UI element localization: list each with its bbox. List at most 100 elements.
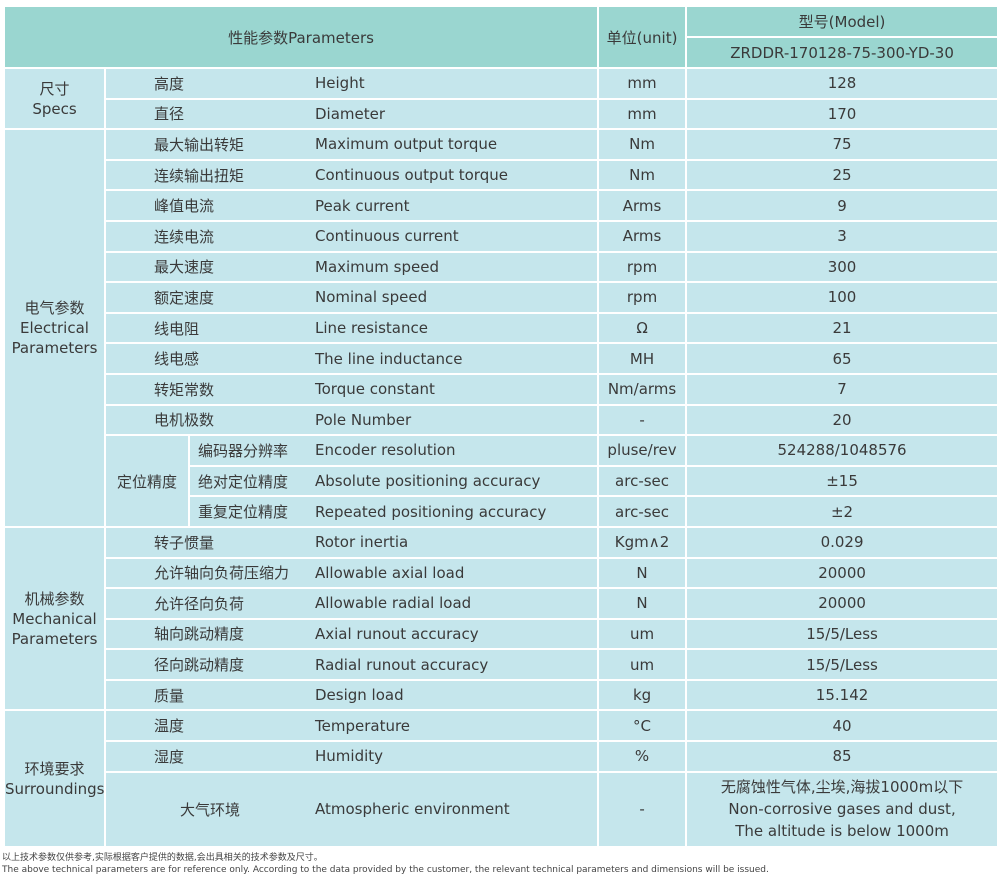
param-value: 300 [685,250,999,284]
footnote-zh: 以上技术参数仅供参考,实际根据客户提供的数据,会出具相关的技术参数及尺寸。 [2,853,323,863]
param-zh: 直径 [104,97,311,131]
spec-table: 性能参数Parameters 单位(unit) 型号(Model) ZRDDR-… [2,5,999,848]
header-model-label: 型号(Model) [685,5,999,38]
param-zh: 最大速度 [104,250,311,284]
param-unit: Nm [597,158,688,192]
param-unit: pluse/rev [597,434,688,467]
param-value: 170 [685,97,999,131]
param-unit: N [597,587,688,620]
param-en: Torque constant [311,372,600,406]
param-unit: rpm [597,250,688,284]
table-row: 允许径向负荷 Allowable radial load N 20000 [4,587,999,620]
param-zh: 最大输出转矩 [104,128,311,161]
param-en: Rotor inertia [311,525,600,559]
param-value: 20 [685,403,999,437]
param-zh: 转子惯量 [104,525,311,559]
param-en: Allowable axial load [311,556,600,590]
param-zh: 电机极数 [104,403,311,437]
param-zh: 编码器分辨率 [188,434,311,467]
param-value: ±2 [685,495,999,528]
table-row: 连续输出扭矩 Continuous output torque Nm 25 [4,158,999,192]
table-row: 额定速度 Nominal speed rpm 100 [4,281,999,314]
param-zh: 转矩常数 [104,372,311,406]
param-zh: 径向跳动精度 [104,648,311,681]
param-unit: Nm/arms [597,372,688,406]
param-en: Encoder resolution [311,434,600,467]
group-specs: 尺寸 Specs [3,66,106,131]
param-zh: 允许径向负荷 [104,587,311,620]
param-zh: 湿度 [104,740,311,773]
param-value: 0.029 [685,525,999,559]
param-value: 20000 [685,587,999,620]
param-unit: arc-sec [597,464,688,498]
table-row: 绝对定位精度 Absolute positioning accuracy arc-s… [4,464,999,498]
param-en: Radial runout accuracy [311,648,600,681]
param-unit: Nm [597,128,688,161]
param-zh: 峰值电流 [104,189,311,222]
param-value: 9 [685,189,999,222]
param-value: 85 [685,740,999,773]
param-value: 75 [685,128,999,161]
table-row: 机械参数 Mechanical Parameters 转子惯量 Rotor iner… [3,525,999,712]
param-zh: 温度 [104,709,311,743]
param-unit: mm [597,67,688,100]
param-unit: Arms [597,189,688,222]
table-row: 电机极数 Pole Number -20 [4,403,999,437]
param-en: Maximum output torque [311,128,600,161]
param-unit: rpm [597,281,688,314]
param-value: 20000 [685,556,999,590]
param-zh: 额定速度 [104,281,311,314]
param-en: Continuous current [311,219,600,253]
param-zh: 连续电流 [104,219,311,253]
param-zh: 线电感 [104,342,311,375]
param-unit: Kgm∧2 [597,525,688,559]
param-en: Design load [311,678,600,712]
table-row: 允许轴向负荷压缩力 Allowable axial load N 20000 [4,556,999,590]
param-value: 无腐蚀性气体,尘埃,海拔1000m以下 Non-corrosive gases … [685,770,999,848]
param-zh: 重复定位精度 [188,495,311,528]
param-value: 21 [685,311,999,345]
table-row: 环境要求 Surroundings 温度 Temperature °C 40 [3,709,999,848]
table-row: 电气参数 Electrical Parameters 最大输出转矩 Maximum … [3,128,999,528]
footnote-en: The above technical parameters are for r… [2,865,769,875]
param-zh: 线电阻 [104,311,311,345]
param-zh: 高度 [104,67,311,100]
param-value: 100 [685,281,999,314]
param-unit: kg [597,678,688,712]
param-en: Repeated positioning accuracy [311,495,600,528]
param-en: Maximum speed [311,250,600,284]
param-unit: - [597,403,688,437]
param-unit: % [597,740,688,773]
param-unit: Arms [597,219,688,253]
param-unit: °C [597,709,688,743]
param-zh: 轴向跳动精度 [104,617,311,651]
param-value: 7 [685,372,999,406]
table-row: 定位精度 编码器分辨率 Encoder resolution pluse/rev 524… [4,434,999,528]
table-row: 重复定位精度 Repeated positioning accuracy arc-s… [4,495,999,528]
table-row: 湿度 Humidity% 85 [4,740,999,773]
table-row: 最大速度 Maximum speed rpm 300 [4,250,999,284]
param-value: 524288/1048576 [685,434,999,467]
param-en: The line inductance [311,342,600,375]
param-en: Diameter [311,97,600,131]
param-zh: 大气环境 [104,770,311,848]
param-value: 128 [685,67,999,100]
param-value: 40 [685,709,999,743]
param-value: 15.142 [685,678,999,712]
table-row: 转矩常数 Torque constant Nm/arms 7 [4,372,999,406]
header-parameters: 性能参数Parameters [2,5,600,69]
param-en: Continuous output torque [311,158,600,192]
table-row: 大气环境 Atmospheric environment - 无腐蚀性气体,尘埃,海拔… [4,770,999,848]
param-value: 15/5/Less [685,648,999,681]
param-en: Allowable radial load [311,587,600,620]
param-unit: um [597,617,688,651]
param-zh: 连续输出扭矩 [104,158,311,192]
param-unit: um [597,648,688,681]
group-positioning: 定位精度 [104,434,190,528]
param-unit: - [597,770,688,848]
table-row: 轴向跳动精度 Axial runout accuracy um 15/5/Less [4,617,999,651]
table-row: 质量 Design load kg 15.142 [4,678,999,712]
param-en: Peak current [311,189,600,222]
param-unit: arc-sec [597,495,688,528]
header-unit: 单位(unit) [597,5,688,69]
